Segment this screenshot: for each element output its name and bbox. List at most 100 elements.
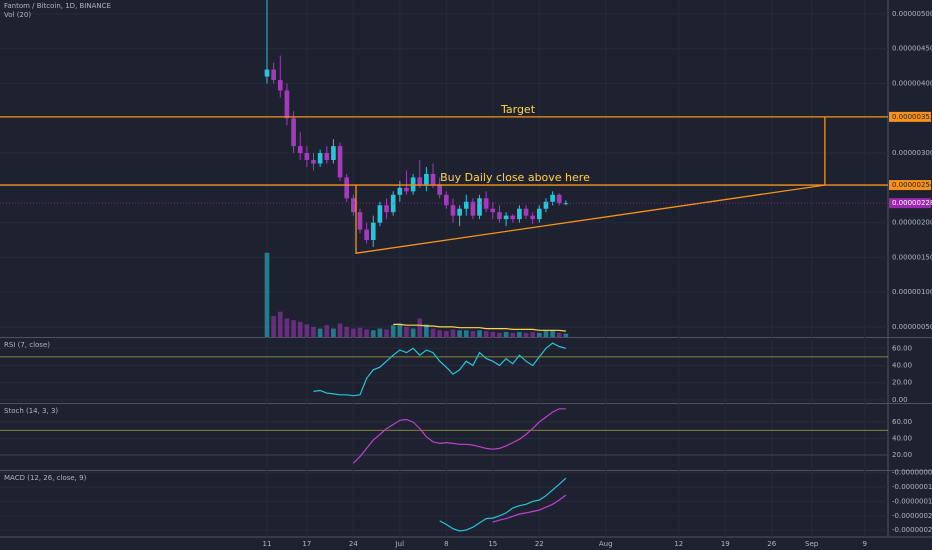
volume-bar — [304, 324, 310, 337]
candle-body — [291, 118, 296, 147]
volume-bar — [317, 328, 323, 337]
candle-body — [397, 187, 403, 195]
y-tick-label: 0.00000150 — [892, 253, 932, 261]
volume-bar — [417, 318, 423, 337]
x-tick-label: 8 — [444, 540, 448, 548]
volume-bar — [437, 330, 443, 337]
y-tick-label: -0.00000020 — [892, 512, 932, 520]
x-tick-label: Jul — [395, 540, 405, 548]
candle-body — [417, 177, 423, 185]
candle-body — [543, 201, 549, 209]
candle-body — [530, 215, 535, 220]
x-tick-label: 26 — [767, 540, 776, 548]
candle-body — [424, 173, 429, 185]
volume-bar — [390, 325, 396, 337]
volume-bar — [503, 331, 509, 337]
volume-bar — [377, 328, 383, 337]
volume-bar — [357, 327, 363, 337]
candle-body — [463, 201, 469, 209]
volume-bar — [483, 331, 489, 337]
volume-bar — [397, 323, 403, 337]
candle-body — [344, 177, 350, 199]
y-tick-label: 0.00000400 — [892, 79, 932, 87]
volume-ma-line — [393, 323, 566, 332]
y-tick-label: 0.00000200 — [892, 219, 932, 227]
volume-bar — [331, 328, 336, 337]
chart-title: Fantom / Bitcoin, 1D, BINANCE — [4, 2, 111, 10]
volume-bar — [284, 318, 290, 337]
volume-bar — [543, 331, 549, 337]
candle-body — [444, 194, 449, 206]
y-tick-label: 0.00000300 — [892, 149, 932, 157]
y-tick-label: 0.00000500 — [892, 10, 932, 18]
candle-body — [404, 187, 409, 192]
indicator-line — [492, 494, 567, 523]
volume-bar — [337, 323, 343, 337]
y-tick-label: 0.00 — [892, 396, 908, 404]
y-tick-label: 20.00 — [892, 451, 912, 459]
volume-bar — [470, 331, 476, 337]
candle-body — [317, 153, 323, 164]
price-tag — [889, 198, 931, 209]
candle-body — [357, 212, 363, 230]
volume-bar — [324, 325, 330, 337]
indicator-line — [352, 408, 566, 464]
candle-body — [517, 208, 522, 220]
candle-body — [450, 205, 456, 216]
level-note: Target — [500, 103, 536, 116]
candle-body — [324, 153, 330, 161]
volume-bar — [271, 315, 276, 337]
volume-bar — [404, 326, 409, 337]
candle-body — [351, 198, 356, 213]
volume-bar — [556, 332, 562, 337]
y-tick-label: 60.00 — [892, 418, 912, 426]
candle-body — [536, 208, 542, 220]
x-tick-label: 17 — [302, 540, 311, 548]
price-tag — [889, 111, 931, 122]
volume-bar — [291, 320, 296, 337]
candle-body — [364, 229, 369, 241]
volume-bar — [264, 252, 270, 337]
volume-bar — [424, 324, 429, 337]
plot: Target Buy Daily close above here — [0, 0, 888, 532]
y-tick-label: -0.00000025 — [892, 526, 932, 534]
volume-bar — [444, 331, 449, 337]
x-tick-label: 9 — [863, 540, 867, 548]
y-tick-label: 40.00 — [892, 362, 912, 370]
candle-body — [556, 194, 562, 204]
volume-bar — [530, 331, 535, 337]
x-tick-label: 11 — [263, 540, 272, 548]
y-tick-label: -0.00000015 — [892, 497, 932, 505]
volume-bar — [563, 333, 569, 337]
candle-body — [437, 184, 443, 195]
y-tick-label: -0.00000005 — [892, 469, 932, 477]
y-tick-label: 0.00000100 — [892, 288, 932, 296]
x-tick-label: 22 — [535, 540, 544, 548]
price-tag — [889, 180, 931, 191]
candle-body — [264, 69, 270, 77]
pane-title: Stoch (14, 3, 3) — [4, 407, 58, 415]
volume-bar — [364, 329, 369, 337]
y-tick-label: 0.00000450 — [892, 45, 932, 53]
volume-bar — [370, 330, 376, 337]
x-tick-label: Sep — [805, 540, 819, 548]
candle-body — [503, 215, 509, 220]
volume-bar — [457, 330, 462, 337]
x-tick-label: 19 — [721, 540, 730, 548]
candle-body — [410, 177, 416, 192]
volume-bar — [550, 330, 555, 337]
volume-bar — [490, 331, 496, 337]
y-tick-label: 60.00 — [892, 344, 912, 352]
candle-body — [470, 201, 476, 216]
volume-bar — [277, 311, 283, 337]
volume-bar — [450, 329, 456, 337]
level-note: Buy Daily close above here — [440, 171, 590, 184]
volume-bar — [344, 326, 350, 337]
y-tick-label: 0.00000050 — [892, 323, 932, 331]
candle-body — [510, 215, 516, 220]
volume-bar — [497, 332, 502, 337]
candle-body — [277, 80, 283, 91]
volume-bar — [384, 329, 389, 337]
